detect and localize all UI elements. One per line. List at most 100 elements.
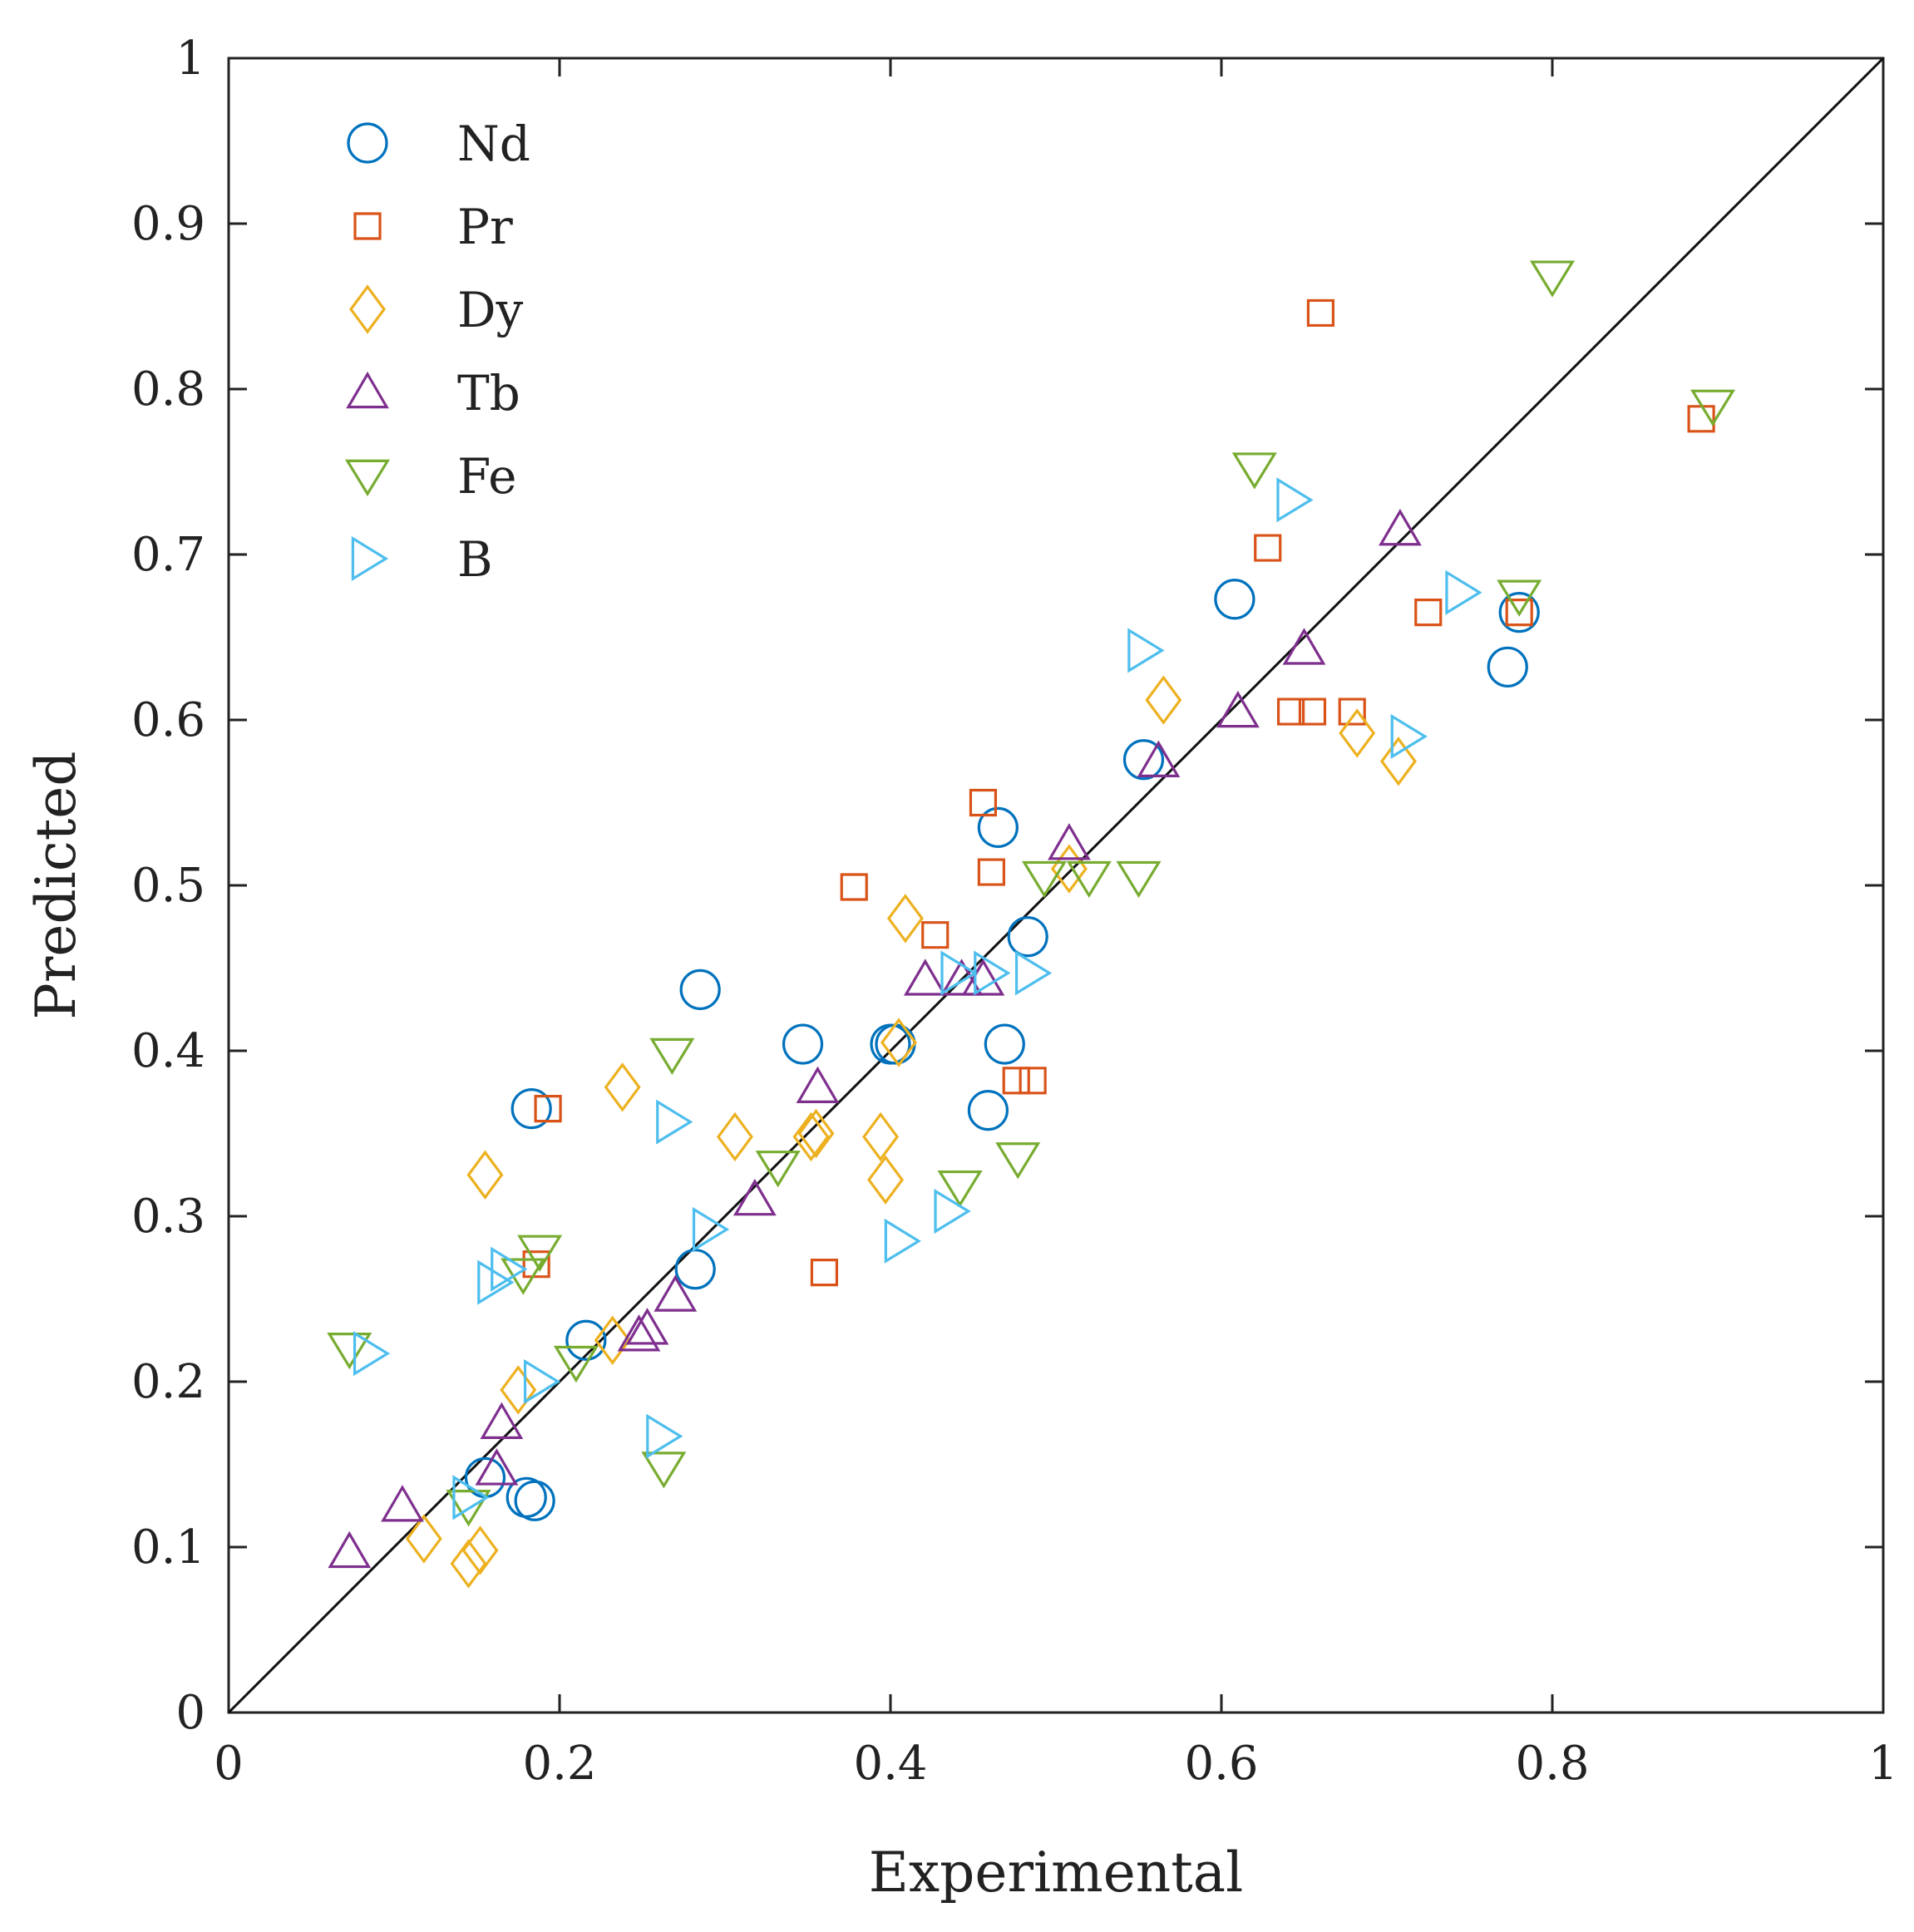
legend-marker-fe: [344, 459, 391, 497]
data-point-dy: [1379, 737, 1417, 786]
series-dy: [405, 675, 1417, 1589]
legend-marker-pr: [353, 212, 382, 240]
data-point-dy: [1339, 708, 1376, 758]
data-point-nd: [1214, 579, 1255, 620]
data-point-dy: [466, 1150, 504, 1200]
data-point-pr: [1002, 1067, 1030, 1095]
data-point-fe: [937, 1170, 983, 1208]
data-point-nd: [511, 1088, 552, 1130]
data-point-dy: [792, 1111, 830, 1162]
data-point-b: [477, 1259, 515, 1305]
y-axis-label: Predicted: [24, 751, 88, 1019]
legend-marker-b: [351, 535, 389, 582]
data-point-nd: [1487, 646, 1528, 688]
data-point-tb: [1137, 740, 1181, 777]
data-point-tb: [625, 1308, 669, 1345]
data-point-dy: [1145, 675, 1182, 725]
legend: Nd Pr Dy Tb Fe B: [344, 116, 530, 588]
data-points: [327, 260, 1736, 1589]
data-point-dy: [405, 1514, 442, 1564]
data-point-dy: [594, 1315, 631, 1365]
data-point-fe: [446, 1490, 491, 1527]
data-point-tb: [940, 959, 984, 996]
data-point-tb: [1216, 690, 1260, 728]
data-point-pr: [840, 873, 868, 901]
y-tick-label: 0.3: [131, 1190, 205, 1244]
legend-label-b: B: [457, 531, 493, 588]
data-point-tb: [1282, 628, 1326, 665]
x-tick-label: 0.2: [522, 1737, 596, 1791]
data-point-b: [646, 1413, 683, 1459]
data-point-nd: [782, 1023, 824, 1065]
y-tick-label: 0: [175, 1686, 205, 1740]
data-point-pr: [1254, 534, 1282, 562]
y-tick-label: 0.2: [131, 1355, 205, 1409]
data-point-b: [523, 1358, 561, 1405]
x-tick-label: 0.4: [853, 1737, 927, 1791]
series-fe: [327, 260, 1736, 1527]
y-tick-label: 0.6: [131, 693, 205, 747]
data-point-b: [1390, 713, 1428, 759]
data-point-b: [1276, 477, 1314, 523]
data-point-b: [934, 1188, 971, 1235]
x-tick-label: 0.8: [1515, 1737, 1589, 1791]
data-point-nd: [1498, 592, 1540, 633]
y-tick-label: 0.8: [131, 362, 205, 416]
legend-label-fe: Fe: [457, 448, 516, 505]
y-tick-label: 0.4: [131, 1024, 205, 1078]
data-point-pr: [1414, 599, 1443, 627]
data-point-dy: [862, 1111, 900, 1162]
data-point-nd: [967, 1090, 1009, 1131]
data-point-b: [656, 1099, 693, 1145]
data-point-fe: [1690, 389, 1736, 426]
y-tick-label: 0.7: [131, 528, 205, 582]
axis-tick-labels: 0 0.2 0.4 0.6 0.8 1 0 0.1 0.2 0.3 0.4 0.5 0.6 0.7 0.8 0…: [131, 32, 1898, 1791]
data-point-fe: [553, 1345, 599, 1383]
x-tick-label: 1: [1868, 1737, 1898, 1791]
data-point-nd: [679, 968, 721, 1010]
legend-label-tb: Tb: [457, 365, 520, 421]
data-point-tb: [1379, 508, 1422, 546]
data-point-tb: [1048, 823, 1091, 860]
data-point-fe: [1529, 260, 1576, 298]
legend-marker-tb: [346, 371, 389, 409]
legend-marker-dy: [349, 284, 386, 334]
data-point-dy: [450, 1539, 487, 1589]
data-point-b: [692, 1206, 730, 1252]
data-point-fe: [995, 1142, 1041, 1180]
x-axis-label: Experimental: [869, 1841, 1244, 1905]
y-tick-label: 1: [175, 32, 205, 86]
data-point-fe: [755, 1151, 801, 1188]
data-point-dy: [604, 1062, 641, 1112]
data-point-b: [353, 1331, 391, 1377]
data-point-pr: [1505, 599, 1533, 627]
axis-ticks: [227, 57, 1885, 1714]
data-point-tb: [475, 1448, 519, 1486]
data-point-tb: [796, 1066, 840, 1103]
data-point-tb: [903, 959, 947, 996]
data-point-b: [974, 950, 1011, 996]
data-point-dy: [867, 1155, 905, 1205]
data-point-pr: [1338, 697, 1366, 726]
data-point-tb: [733, 1178, 777, 1216]
legend-label-pr: Pr: [457, 199, 513, 255]
series-nd: [464, 579, 1540, 1521]
data-point-pr: [534, 1095, 562, 1123]
y-tick-label: 0.1: [131, 1520, 205, 1575]
data-point-dy: [500, 1365, 537, 1415]
series-tb: [328, 508, 1422, 1569]
legend-label-dy: Dy: [457, 282, 524, 338]
data-point-dy: [880, 1018, 917, 1067]
data-point-dy: [797, 1108, 835, 1159]
data-point-b: [1014, 950, 1053, 996]
series-b: [353, 477, 1482, 1520]
data-point-tb: [328, 1530, 372, 1569]
data-point-fe: [1231, 452, 1277, 490]
data-point-pr: [969, 788, 998, 817]
data-point-pr: [921, 921, 950, 949]
data-point-b: [452, 1475, 490, 1520]
data-point-b: [1127, 628, 1165, 673]
x-tick-label: 0: [214, 1737, 244, 1791]
data-point-nd: [674, 1249, 716, 1290]
